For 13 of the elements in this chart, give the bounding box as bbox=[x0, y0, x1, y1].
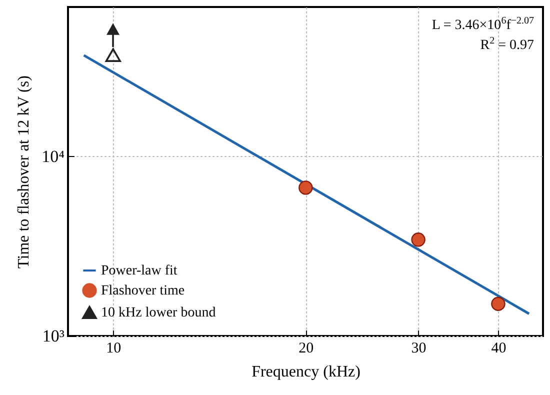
x-tick-label: 30 bbox=[411, 340, 426, 356]
x-tick-label: 40 bbox=[491, 340, 506, 356]
x-tick-label: 10 bbox=[106, 340, 122, 356]
legend-label: Power-law fit bbox=[101, 264, 178, 278]
legend-label: 10 kHz lower bound bbox=[101, 306, 216, 320]
annotation: L = 3.46×10$^{6}$f$^{−2.07}$ bbox=[432, 15, 534, 35]
x-axis-title: Frequency (kHz) bbox=[252, 364, 360, 380]
y-tick-label: 10³ bbox=[42, 326, 64, 346]
legend-label: Flashover time bbox=[101, 284, 185, 298]
y-axis-title: Time to flashover at 12 kV (s) bbox=[16, 76, 33, 268]
x-tick-label: 20 bbox=[298, 340, 314, 356]
annotation: R$^{2}$ = 0.97 bbox=[479, 35, 534, 55]
y-tick-label: 10⁴ bbox=[42, 146, 65, 166]
